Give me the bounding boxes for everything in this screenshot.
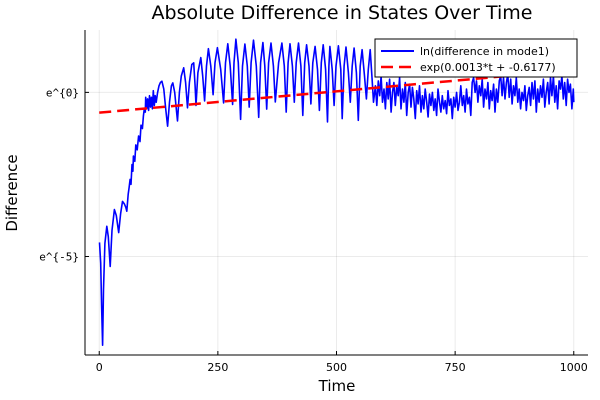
series-line-difference — [98, 38, 575, 347]
x-tick-label: 500 — [326, 361, 347, 374]
grid — [85, 30, 588, 355]
legend-label-2: exp(0.0013*t + -0.6177) — [420, 61, 556, 74]
x-tick-label: 750 — [445, 361, 466, 374]
legend: ln(difference in mode1) exp(0.0013*t + -… — [374, 38, 578, 78]
y-tick-label: e^{-5} — [39, 251, 79, 264]
x-tick-label: 1000 — [560, 361, 588, 374]
legend-label-1: ln(difference in mode1) — [420, 45, 549, 58]
y-tick-label: e^{0} — [46, 86, 79, 99]
tick-labels: 0 250 500 750 1000 e^{0} e^{-5} — [39, 86, 588, 374]
x-tick-label: 0 — [96, 361, 103, 374]
x-tick-label: 250 — [207, 361, 228, 374]
legend-box — [374, 38, 578, 78]
y-axis-label: Difference — [3, 154, 21, 231]
x-axis-label: Time — [318, 377, 356, 395]
chart-title: Absolute Difference in States Over Time — [152, 2, 533, 24]
